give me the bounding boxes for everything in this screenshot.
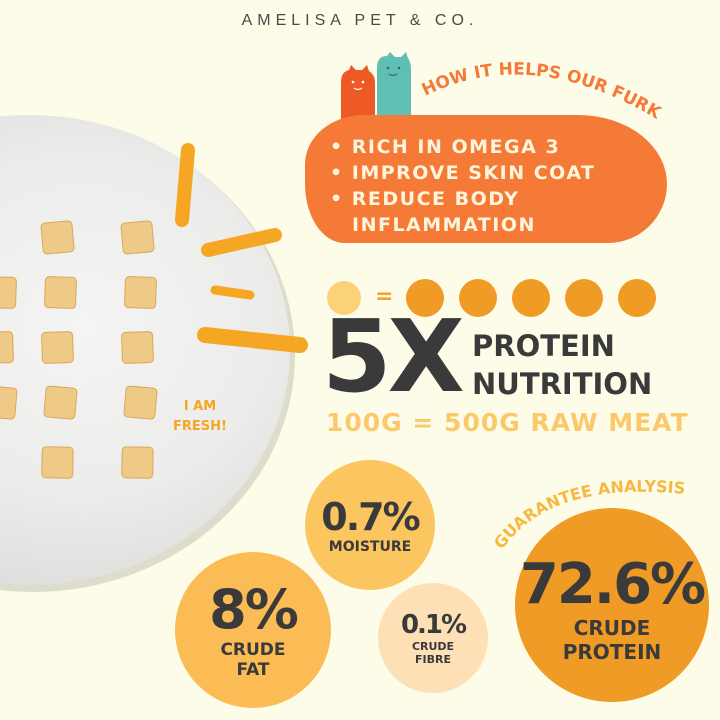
food-cube bbox=[41, 331, 74, 364]
portion-dot bbox=[565, 279, 603, 317]
food-cube bbox=[120, 220, 155, 255]
protein-label-2: PROTEIN bbox=[562, 640, 662, 664]
svg-text:GUARANTEE ANALYSIS: GUARANTEE ANALYSIS bbox=[490, 477, 686, 553]
food-cube bbox=[43, 385, 78, 420]
benefit-item: IMPROVE SKIN COAT bbox=[330, 160, 596, 186]
benefits-list: RICH IN OMEGA 3 IMPROVE SKIN COAT REDUCE… bbox=[330, 134, 596, 238]
plate-image bbox=[0, 115, 295, 592]
benefits-heading: HOW IT HELPS OUR FURKID bbox=[410, 52, 665, 124]
protein-circle: 72.6% CRUDE PROTEIN bbox=[515, 508, 709, 702]
food-cube bbox=[0, 276, 17, 309]
food-cube bbox=[0, 331, 14, 364]
food-cube bbox=[40, 220, 75, 255]
svg-text:HOW IT HELPS OUR FURKID: HOW IT HELPS OUR FURKID bbox=[410, 52, 665, 124]
portion-dot bbox=[618, 279, 656, 317]
benefit-item-continued: INFLAMMATION bbox=[352, 214, 536, 236]
moisture-label: MOISTURE bbox=[328, 539, 412, 555]
portion-dot bbox=[459, 279, 497, 317]
protein-multiplier: 5X bbox=[322, 298, 465, 415]
equals-sign: = bbox=[375, 284, 394, 309]
moisture-circle: 0.7% MOISTURE bbox=[305, 460, 435, 590]
nutrition-label: NUTRITION bbox=[472, 367, 653, 401]
benefit-item: RICH IN OMEGA 3 bbox=[330, 134, 596, 160]
food-cube bbox=[44, 276, 77, 309]
protein-value: 72.6% bbox=[519, 552, 706, 617]
food-cube bbox=[41, 446, 74, 479]
cat-mascots-icon bbox=[341, 52, 411, 120]
protein-label: PROTEIN bbox=[472, 329, 615, 363]
analysis-heading: GUARANTEE ANALYSIS bbox=[490, 477, 686, 553]
moisture-value: 0.7% bbox=[321, 495, 420, 539]
portion-dot bbox=[406, 279, 444, 317]
single-portion-dot bbox=[327, 281, 361, 315]
food-cube bbox=[121, 446, 154, 479]
raw-meat-equivalence: 100G = 500G RAW MEAT bbox=[326, 408, 689, 437]
fat-circle: 8% CRUDE FAT bbox=[175, 552, 331, 708]
sun-rays-decoration bbox=[175, 143, 308, 353]
fibre-label-1: CRUDE bbox=[411, 640, 455, 653]
fat-value: 8% bbox=[209, 578, 299, 641]
food-cube bbox=[124, 276, 157, 309]
benefit-item: REDUCE BODY bbox=[330, 186, 596, 212]
fat-label-1: CRUDE bbox=[220, 640, 286, 660]
fresh-line-1: I AM bbox=[183, 399, 217, 414]
food-cube bbox=[123, 385, 158, 420]
brand-title: AMELISA PET & CO. bbox=[241, 12, 479, 29]
portion-dot bbox=[512, 279, 550, 317]
fibre-value: 0.1% bbox=[400, 610, 467, 640]
fresh-line-2: FRESH! bbox=[173, 419, 227, 434]
fat-label-2: FAT bbox=[236, 660, 270, 680]
fibre-label-2: FIBRE bbox=[415, 653, 451, 666]
fibre-circle: 0.1% CRUDE FIBRE bbox=[378, 583, 488, 693]
food-cube bbox=[121, 331, 154, 364]
food-cube bbox=[0, 385, 18, 420]
fresh-label: I AM FRESH! bbox=[170, 397, 230, 437]
protein-label-1: CRUDE bbox=[573, 616, 651, 640]
